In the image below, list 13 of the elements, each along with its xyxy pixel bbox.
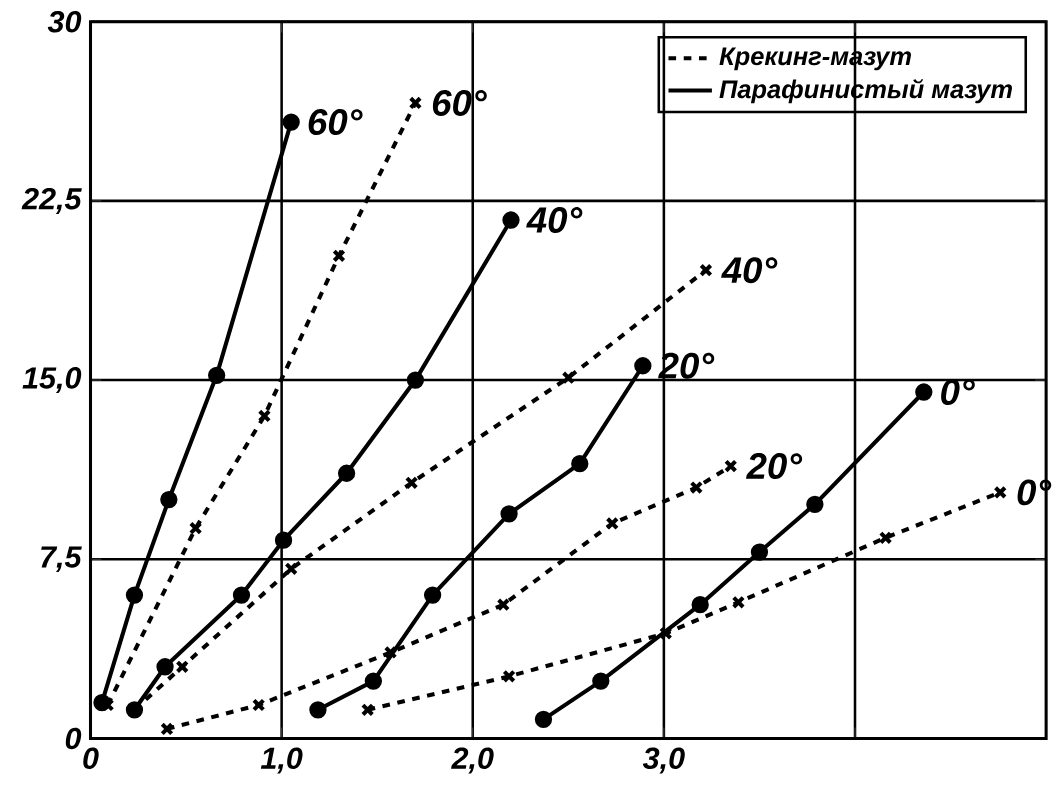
series-label: 60° [308,109,363,136]
y-tick-label: 30 [47,11,82,33]
series-label: 20° [745,453,803,480]
y-tick-label: 15,0 [22,367,82,394]
series-label: 40° [721,257,778,284]
series-label: 40° [526,207,583,234]
x-tick-label: 0 [83,747,99,770]
x-tick-label: 2,0 [451,747,494,774]
y-tick-label: 22,5 [21,188,82,215]
y-tick-label: 0 [65,727,82,750]
x-tick-label: 1,0 [260,747,303,774]
y-tick-label: 7,5 [41,546,82,573]
x-tick-label: 3,0 [642,747,685,774]
